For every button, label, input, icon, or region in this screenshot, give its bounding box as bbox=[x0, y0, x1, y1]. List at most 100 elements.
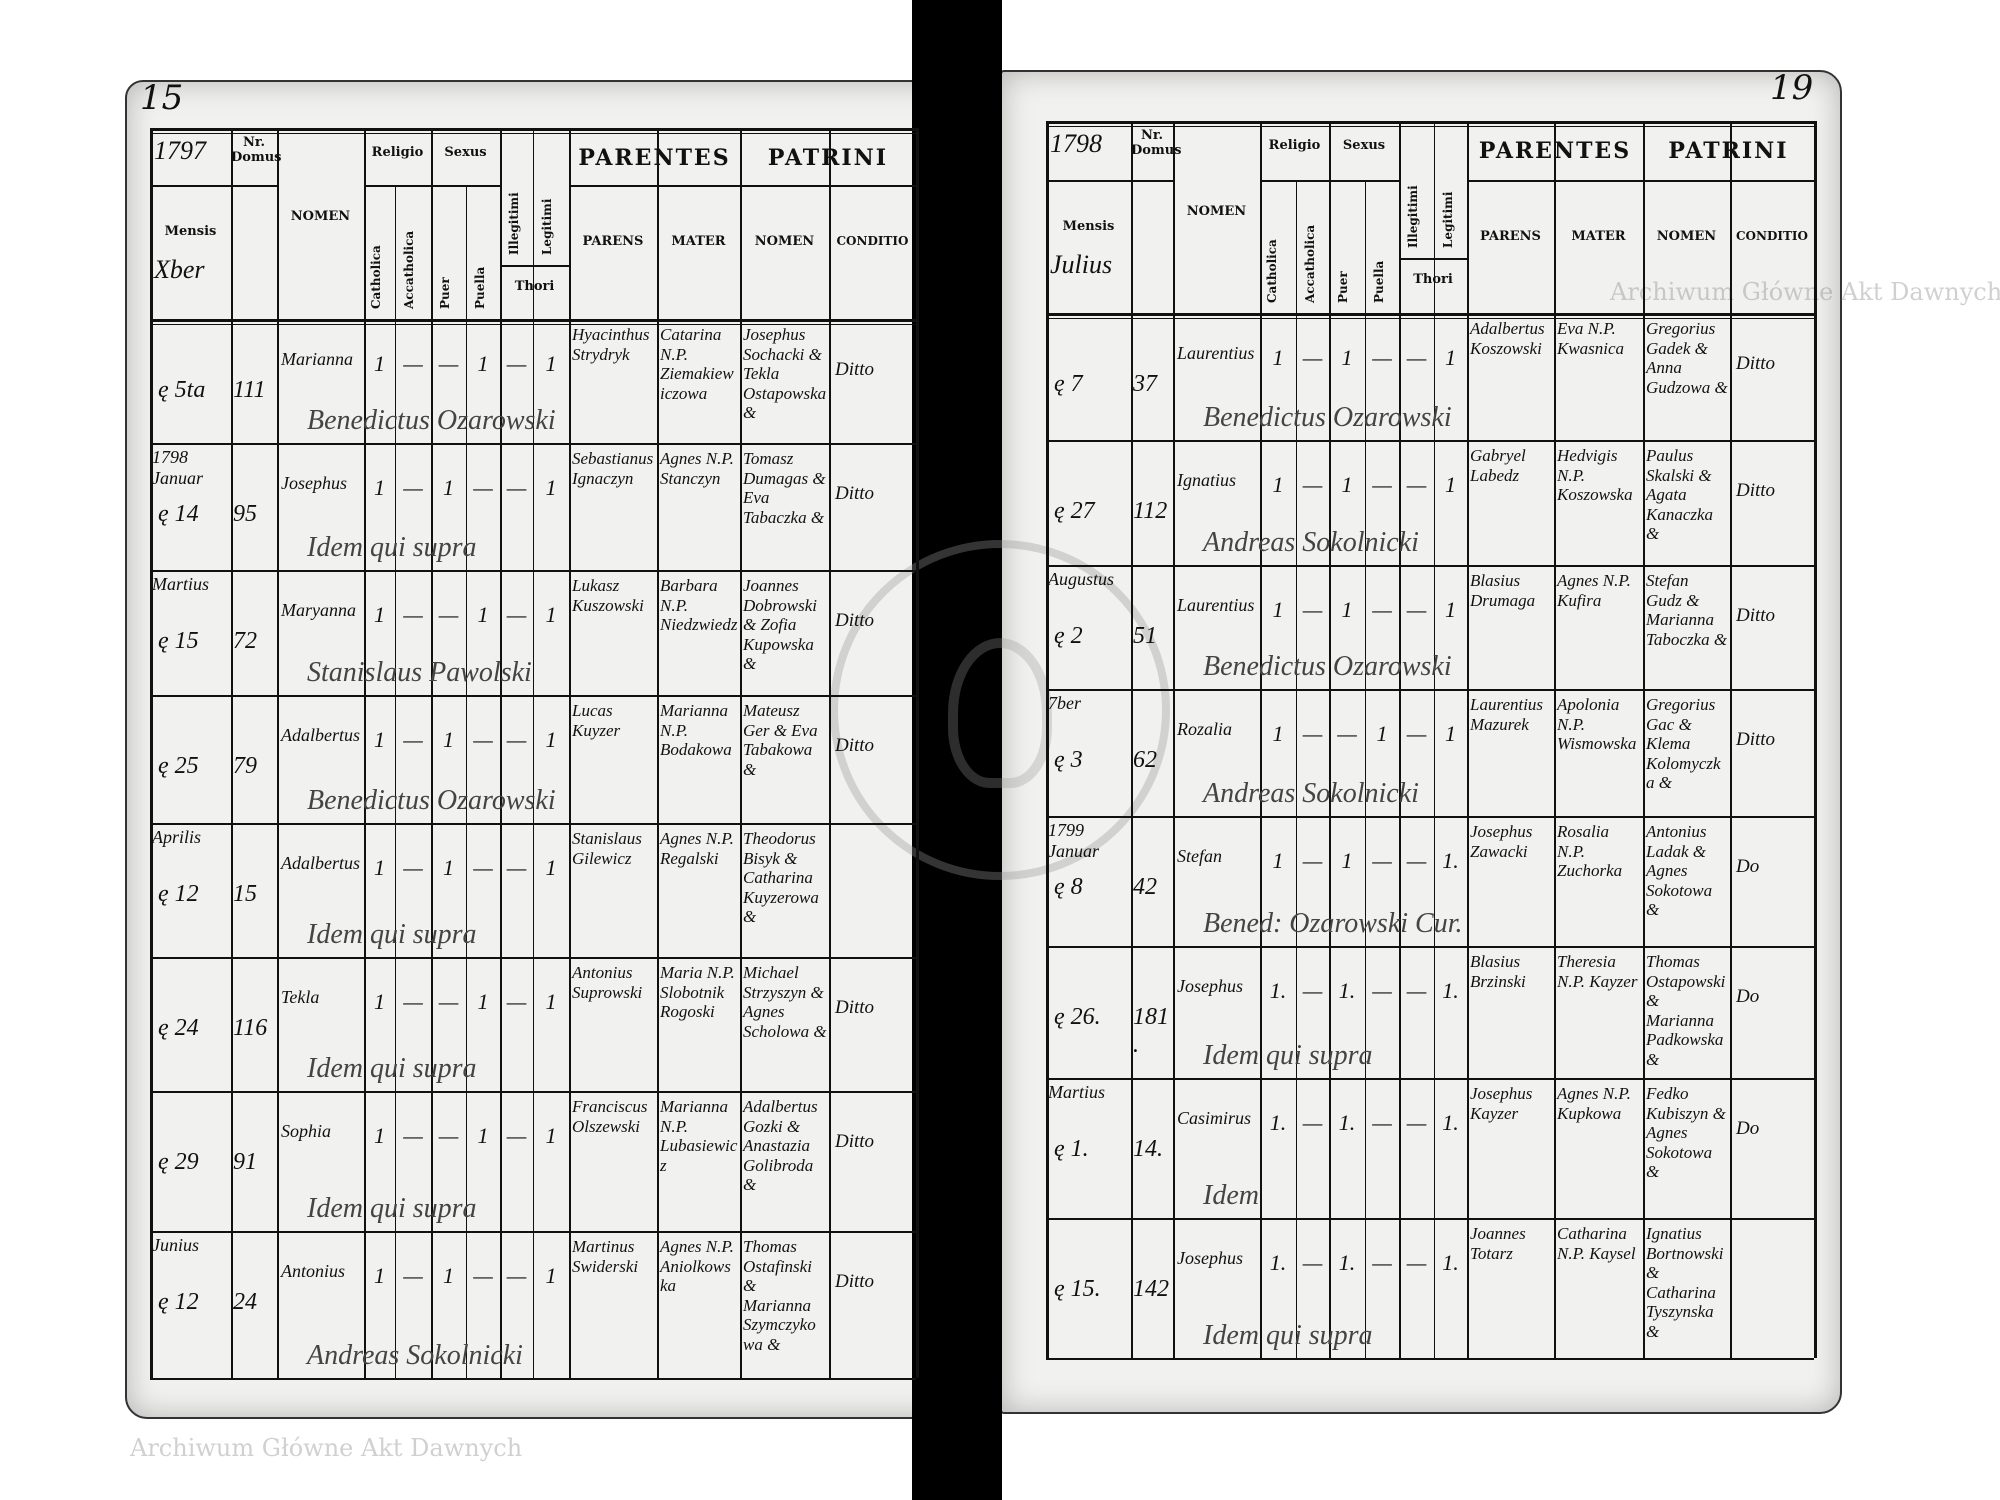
entry-mark: — bbox=[473, 727, 493, 752]
entry-parens: Joannes Totarz bbox=[1470, 1224, 1526, 1263]
entry-patrini: Fedko Kubiszyn & Agnes Sokotowa & bbox=[1646, 1084, 1726, 1182]
sexus-header: Sexus bbox=[444, 145, 487, 160]
entry-patrini: Antonius Ladak & Agnes Sokotowa & bbox=[1646, 822, 1713, 920]
entry-mark: — bbox=[403, 1263, 423, 1288]
entry-patrini: Thomas Ostapowski & Marianna Padkowska & bbox=[1646, 952, 1726, 1069]
column-line bbox=[1260, 121, 1262, 1358]
entry-mark: — bbox=[1302, 848, 1323, 873]
entry-mark: 1 bbox=[443, 475, 454, 500]
entry-mark: 1 bbox=[374, 727, 385, 752]
domus-header: Nr. Domus bbox=[231, 135, 282, 165]
entry-conditio: Do bbox=[1736, 986, 1760, 1007]
entry-patrini: Theodorus Bisyk & Catharina Kuyzerowa & bbox=[743, 829, 819, 927]
rule-line bbox=[1399, 258, 1467, 260]
column-line bbox=[916, 128, 919, 1378]
entry-month: 1799 Januar bbox=[1048, 820, 1099, 861]
entry-mark: — bbox=[1372, 345, 1392, 370]
month-label: Xber bbox=[154, 255, 205, 284]
religio-header: Religio bbox=[1268, 138, 1321, 153]
entry-mark: — bbox=[1406, 597, 1427, 622]
rule-line bbox=[431, 185, 500, 187]
entry-parens: Lucas Kuyzer bbox=[572, 701, 621, 740]
entry-mater: Catarina N.P. Ziemakiewiczowa bbox=[660, 325, 734, 403]
entry-nomen: Marianna bbox=[281, 349, 353, 369]
entry-minister-signature: Idem bbox=[1203, 1180, 1259, 1211]
entry-mater: Marianna N.P. Bodakowa bbox=[660, 701, 732, 760]
entry-mark: — bbox=[1302, 721, 1323, 746]
rule-line bbox=[1046, 1078, 1814, 1080]
entry-month: 1798 Januar bbox=[152, 447, 203, 488]
entry-mark: — bbox=[403, 989, 423, 1014]
entry-parens: Stanislaus Gilewicz bbox=[572, 829, 642, 868]
entry-mark: 1 bbox=[374, 1263, 385, 1288]
column-line bbox=[1173, 121, 1175, 1358]
rule-line bbox=[150, 570, 916, 572]
column-line bbox=[1131, 121, 1133, 1358]
entry-patrini: Thomas Ostafinski & Marianna Szymczykowa… bbox=[743, 1237, 816, 1354]
entry-mark: — bbox=[473, 855, 493, 880]
entry-mark: — bbox=[438, 351, 459, 376]
entry-mater: Barbara N.P. Niedzwiedz bbox=[660, 576, 738, 635]
entry-mater: Agnes N.P. Aniolkowska bbox=[660, 1237, 734, 1296]
entry-mark: 1 bbox=[545, 602, 557, 627]
entry-day: ę 3 bbox=[1054, 747, 1083, 773]
mater-header: MATER bbox=[671, 234, 726, 249]
mensis-header: Mensis bbox=[1062, 219, 1115, 234]
entry-minister-signature: Stanislaus Pawolski bbox=[307, 657, 532, 688]
entry-parens: Josephus Kayzer bbox=[1470, 1084, 1533, 1123]
entry-nomen: Maryanna bbox=[281, 600, 356, 620]
entry-mark: 1 bbox=[477, 602, 489, 627]
rule-line bbox=[150, 443, 916, 445]
column-line bbox=[1643, 121, 1645, 1358]
entry-mater: Hedvigis N.P. Koszowska bbox=[1557, 446, 1633, 505]
archive-watermark-left: Archiwum Główne Akt Dawnych bbox=[130, 1434, 523, 1462]
legitimi-header: Legitimi bbox=[1441, 191, 1455, 248]
entry-parens: Gabryel Labedz bbox=[1470, 446, 1526, 485]
entry-nomen: Josephus bbox=[1177, 1248, 1243, 1268]
entry-conditio: Ditto bbox=[835, 1271, 875, 1292]
acatholica-header: Accatholica bbox=[1303, 224, 1317, 303]
entry-domus: 116 bbox=[233, 1015, 268, 1041]
entry-mark: — bbox=[506, 602, 527, 627]
entry-mark: 1 bbox=[443, 727, 454, 752]
entry-patrini: Ignatius Bortnowski & Catharina Tyszynsk… bbox=[1646, 1224, 1724, 1341]
entry-mark: — bbox=[1406, 848, 1427, 873]
entry-domus: 51 bbox=[1133, 623, 1157, 649]
entry-minister-signature: Benedictus Ozarowski bbox=[307, 405, 556, 436]
entry-mark: 1. bbox=[1269, 978, 1287, 1003]
thori-header: Thori bbox=[1413, 272, 1453, 287]
entry-conditio: Ditto bbox=[835, 359, 875, 380]
entry-domus: 24 bbox=[233, 1289, 257, 1315]
entry-mark: — bbox=[1302, 1110, 1323, 1135]
entry-month: Junius bbox=[152, 1235, 199, 1255]
rule-line bbox=[1329, 180, 1399, 182]
entry-mark: 1 bbox=[1341, 597, 1353, 622]
rule-line bbox=[1046, 565, 1814, 567]
parentes-header: PARENTES bbox=[1478, 138, 1632, 164]
entry-mark: 1 bbox=[1272, 721, 1284, 746]
rule-line bbox=[1046, 946, 1814, 948]
legitimi-header: Legitimi bbox=[540, 198, 554, 255]
entry-mark: — bbox=[473, 475, 493, 500]
entry-mark: 1. bbox=[1442, 1110, 1459, 1135]
entry-domus: 37 bbox=[1133, 371, 1157, 397]
mater-header: MATER bbox=[1571, 229, 1626, 244]
entry-mark: — bbox=[1302, 472, 1323, 497]
rule-line bbox=[569, 185, 740, 187]
entry-mark: — bbox=[1302, 1250, 1323, 1275]
entry-mark: — bbox=[1406, 472, 1427, 497]
column-line bbox=[1434, 121, 1435, 1358]
entry-mater: Maria N.P. Slobotnik Rogoski bbox=[660, 963, 735, 1022]
catholica-header: Catholica bbox=[1265, 239, 1279, 303]
rule-line bbox=[364, 185, 431, 187]
entry-day: ę 14 bbox=[158, 501, 199, 527]
patrini-header: PATRINI bbox=[767, 145, 889, 171]
rule-line bbox=[150, 1378, 916, 1380]
entry-mark: 1. bbox=[1269, 1250, 1287, 1275]
entry-mark: 1. bbox=[1442, 1250, 1459, 1275]
parentes-header: PARENTES bbox=[578, 145, 731, 171]
illegitimi-header: Illegitimi bbox=[507, 192, 521, 255]
entry-mark: 1 bbox=[1445, 345, 1456, 370]
patrini-nomen-header: NOMEN bbox=[1656, 229, 1717, 244]
entry-mark: 1 bbox=[1272, 848, 1284, 873]
